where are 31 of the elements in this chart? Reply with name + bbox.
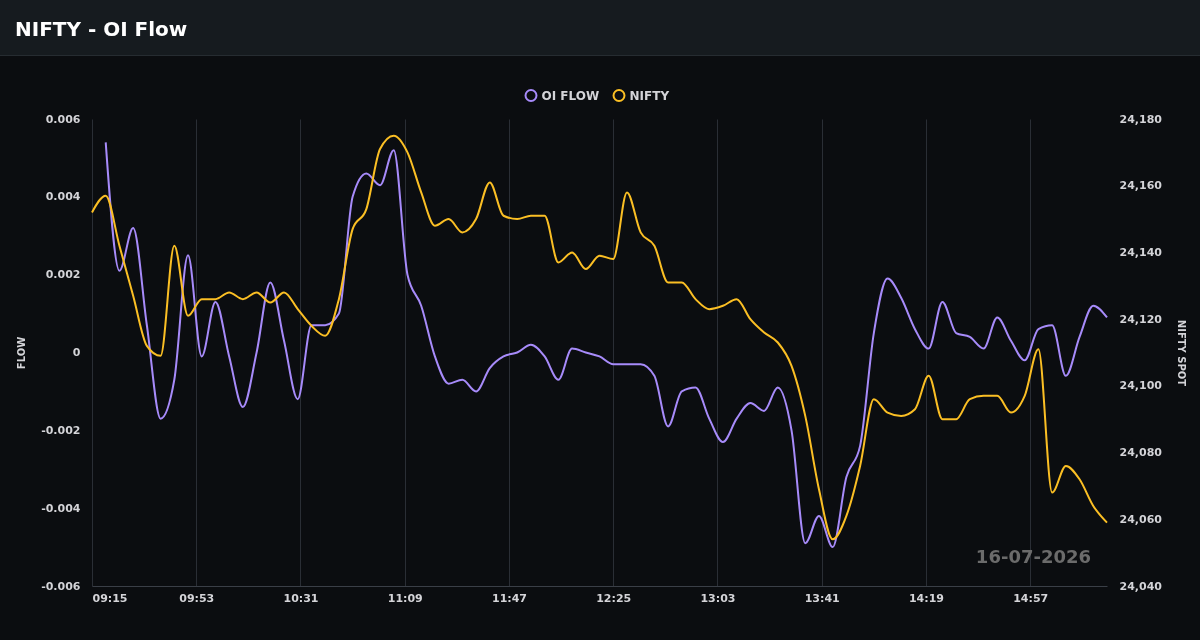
legend-label: NIFTY [629, 88, 670, 103]
y2-tick-label: 24,100 [1119, 379, 1163, 393]
x-tick-label: 09:53 [179, 591, 215, 605]
y2-tick-label: 24,040 [1119, 579, 1163, 593]
y2-tick-label: 24,080 [1119, 446, 1163, 460]
y-tick-label: 0.004 [45, 190, 81, 204]
y2-axis-title: NIFTY SPOT [1175, 319, 1187, 387]
y2-tick-label: 24,060 [1119, 512, 1163, 526]
annotation: 16-07-2026 [975, 546, 1091, 567]
x-tick-label: 11:09 [387, 591, 423, 605]
y-tick-label: 0 [72, 346, 81, 359]
chart-title: NIFTY - OI Flow [0, 0, 1200, 56]
x-tick-label: 09:15 [92, 591, 128, 605]
x-tick-label: 13:03 [700, 591, 736, 605]
y-axis-title: FLOW [16, 336, 28, 370]
y-tick-label: 0.002 [45, 268, 81, 282]
x-tick-label: 10:31 [283, 591, 319, 605]
x-tick-label: 14:19 [908, 591, 944, 605]
y-tick-label: -0.002 [41, 423, 81, 437]
y2-tick-label: 24,140 [1119, 245, 1163, 259]
y-tick-label: -0.006 [41, 579, 81, 593]
y2-tick-label: 24,160 [1119, 179, 1163, 193]
x-tick-label: 14:57 [1013, 591, 1049, 605]
y2-tick-label: 24,180 [1119, 112, 1163, 126]
x-tick-label: 12:25 [596, 591, 632, 605]
legend-label: OI FLOW [541, 88, 600, 103]
x-tick-label: 11:47 [491, 591, 527, 605]
y-tick-label: 0.006 [45, 112, 81, 126]
y2-tick-label: 24,120 [1119, 312, 1163, 326]
x-tick-label: 13:41 [804, 591, 840, 605]
y-tick-label: -0.004 [41, 501, 81, 515]
